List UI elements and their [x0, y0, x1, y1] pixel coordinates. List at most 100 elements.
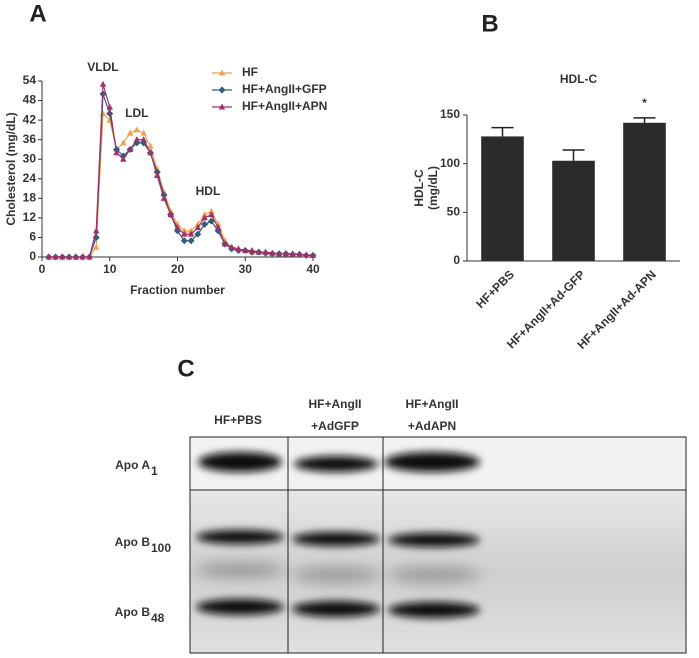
y-axis-label: (mg/dL) — [426, 166, 440, 210]
data-point — [126, 129, 134, 136]
data-point — [99, 80, 107, 87]
data-point — [242, 246, 249, 253]
data-point — [147, 149, 154, 156]
x-tick-label: 40 — [306, 262, 320, 276]
y-axis-label: HDL-C — [412, 169, 426, 207]
y-tick-label: 30 — [23, 151, 37, 165]
data-point — [201, 211, 208, 218]
data-point — [147, 142, 154, 149]
data-point — [106, 103, 113, 110]
x-tick-label: HF+PBS — [473, 267, 517, 311]
annotation: VLDL — [87, 60, 118, 74]
y-tick-label: 0 — [29, 249, 36, 263]
y-axis-label: Cholesterol (mg/dL) — [4, 112, 18, 225]
data-point — [235, 245, 242, 252]
data-point — [93, 227, 100, 234]
lane-label: +AdAPN — [408, 419, 456, 433]
bar — [623, 122, 666, 261]
y-tick-label: 54 — [23, 73, 37, 87]
data-point — [86, 253, 93, 260]
data-point — [93, 243, 100, 250]
y-tick-label: 12 — [23, 210, 37, 224]
data-point — [160, 194, 168, 201]
x-tick-label: 20 — [171, 262, 185, 276]
x-tick-label: HF+AngII+Ad-GFP — [504, 267, 588, 351]
data-point — [214, 224, 222, 231]
data-point — [181, 230, 188, 237]
series-line — [48, 84, 314, 258]
data-point — [65, 253, 73, 260]
data-point — [262, 248, 269, 255]
data-point — [140, 129, 147, 136]
significance: * — [642, 96, 647, 110]
x-tick-label: HF+AngII+Ad-APN — [574, 267, 658, 351]
data-point — [207, 217, 215, 225]
data-point — [201, 220, 209, 228]
data-point — [99, 110, 107, 117]
panel-letter: B — [481, 10, 498, 37]
data-point — [201, 214, 208, 221]
lane-label: HF+AngII — [406, 397, 459, 411]
data-point — [120, 139, 127, 146]
data-point — [79, 253, 86, 260]
data-point — [120, 155, 127, 162]
row-label: Apo B — [115, 605, 151, 619]
data-point — [275, 250, 283, 257]
data-point — [133, 126, 141, 133]
lane-label: +AdGFP — [311, 419, 359, 433]
data-point — [140, 136, 147, 143]
row-label: Apo B — [115, 535, 151, 549]
y-tick-label: 6 — [29, 230, 36, 244]
data-point — [309, 251, 317, 258]
legend-label: HF+AngII+APN — [242, 99, 327, 113]
data-point — [208, 211, 215, 218]
data-point — [59, 253, 66, 260]
data-point — [167, 211, 174, 218]
data-point — [255, 248, 262, 255]
legend-marker — [218, 103, 226, 110]
panel-letter: C — [177, 355, 194, 382]
lane-label: HF+PBS — [214, 413, 262, 427]
x-tick-label: 10 — [103, 262, 117, 276]
data-point — [303, 251, 310, 258]
data-point — [113, 149, 120, 156]
y-tick-label: 18 — [23, 191, 37, 205]
data-point — [289, 250, 296, 257]
data-point — [187, 230, 195, 237]
x-axis-label: Fraction number — [130, 283, 225, 297]
data-point — [167, 207, 174, 214]
y-tick-label: 150 — [440, 107, 460, 121]
x-tick-label: 30 — [239, 262, 253, 276]
annotation: HDL — [196, 184, 221, 198]
y-tick-label: 48 — [23, 93, 37, 107]
data-point — [174, 224, 181, 231]
data-point — [296, 250, 303, 257]
data-point — [133, 136, 141, 143]
data-point — [208, 207, 215, 214]
data-point — [269, 249, 276, 256]
legend-label: HF — [242, 65, 258, 79]
data-point — [126, 145, 134, 152]
row-label-subscript: 100 — [151, 541, 171, 555]
data-point — [282, 250, 290, 257]
legend-marker — [218, 86, 226, 94]
chart-title: HDL-C — [560, 72, 598, 86]
bar — [481, 136, 524, 261]
row-label-subscript: 48 — [151, 611, 165, 625]
blot-image — [189, 436, 687, 654]
data-point — [45, 253, 52, 260]
lane-label: HF+AngII — [309, 397, 362, 411]
data-point — [194, 230, 202, 238]
legend-marker — [218, 69, 226, 76]
data-point — [228, 243, 235, 250]
bar — [552, 160, 595, 261]
annotation: LDL — [125, 106, 148, 120]
data-point — [72, 253, 80, 260]
series-line — [48, 93, 313, 258]
row-label: Apo A — [115, 458, 150, 472]
data-point — [52, 253, 59, 260]
row-label-subscript: 1 — [151, 464, 158, 478]
data-point — [153, 172, 161, 179]
y-tick-label: 24 — [23, 171, 37, 185]
data-point — [248, 246, 256, 253]
